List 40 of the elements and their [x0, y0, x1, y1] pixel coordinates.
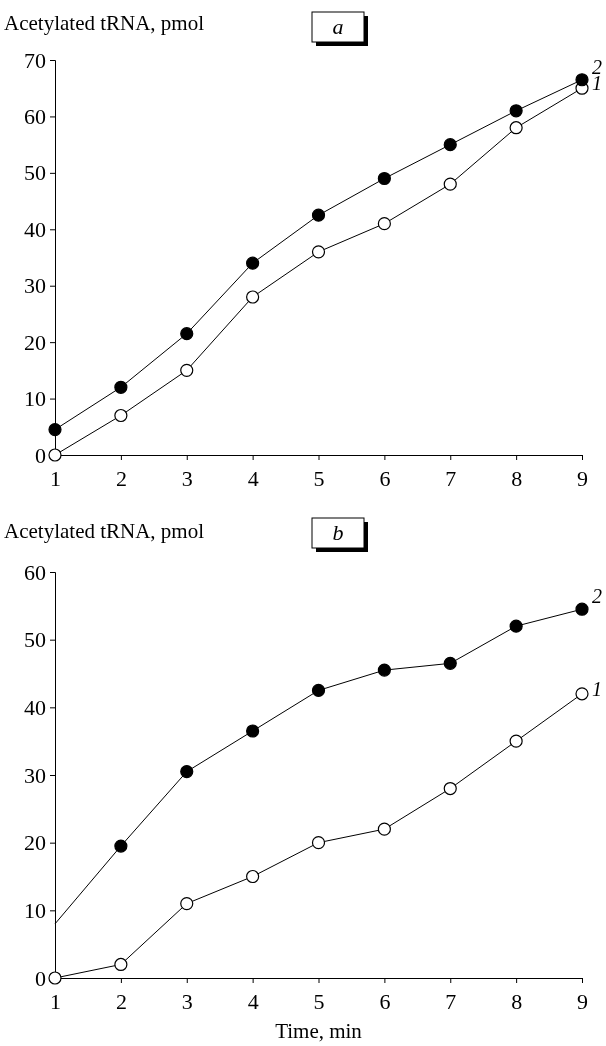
x-tick-label: 3 — [181, 465, 193, 491]
chart-title: a — [332, 14, 344, 39]
y-tick-label: 0 — [35, 442, 46, 468]
y-tick-label: 60 — [24, 103, 46, 129]
x-tick-label: 4 — [247, 988, 259, 1014]
y-tick-label: 10 — [24, 386, 46, 412]
series-label: 1 — [592, 677, 602, 700]
x-tick-label: 1 — [50, 988, 61, 1014]
x-tick-label: 7 — [445, 465, 457, 491]
y-axis-title: Acetylated tRNA, pmol — [4, 11, 205, 35]
y-tick-label: 50 — [24, 160, 46, 186]
y-tick-label: 20 — [24, 329, 46, 355]
y-tick-label: 70 — [24, 47, 46, 73]
x-tick-label: 3 — [181, 988, 193, 1014]
x-tick-label: 2 — [115, 988, 127, 1014]
y-tick-label: 20 — [24, 830, 46, 856]
x-tick-label: 2 — [115, 465, 127, 491]
x-tick-label: 5 — [313, 988, 325, 1014]
x-tick-label: 8 — [511, 465, 523, 491]
y-tick-label: 60 — [24, 559, 46, 585]
series-label: 2 — [592, 585, 602, 608]
y-tick-label: 30 — [24, 273, 46, 299]
x-tick-label: 6 — [379, 465, 391, 491]
y-tick-label: 40 — [24, 216, 46, 242]
x-tick-label: 7 — [445, 988, 457, 1014]
x-tick-label: 9 — [577, 988, 588, 1014]
x-tick-label: 1 — [50, 465, 61, 491]
y-tick-label: 40 — [24, 694, 46, 720]
x-tick-label: 5 — [313, 465, 325, 491]
x-tick-label: 4 — [247, 465, 259, 491]
x-axis-title: Time, min — [275, 1019, 363, 1043]
x-tick-label: 6 — [379, 988, 391, 1014]
x-tick-label: 9 — [577, 465, 588, 491]
x-tick-label: 8 — [511, 988, 523, 1014]
y-tick-label: 10 — [24, 897, 46, 923]
y-axis-title: Acetylated tRNA, pmol — [4, 519, 205, 543]
chart-title: b — [332, 520, 344, 545]
y-tick-label: 50 — [24, 627, 46, 653]
y-tick-label: 30 — [24, 762, 46, 788]
y-tick-label: 0 — [35, 965, 46, 991]
